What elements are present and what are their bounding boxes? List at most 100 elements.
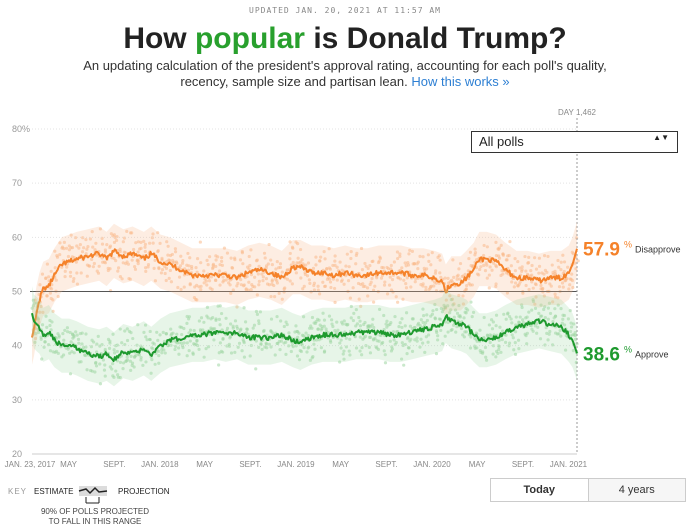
- how-this-works-link[interactable]: How this works »: [411, 74, 510, 89]
- poll-dot: [236, 281, 240, 285]
- x-tick-label: SEPT.: [239, 460, 261, 469]
- poll-dot: [169, 327, 173, 331]
- poll-dot: [468, 346, 473, 350]
- poll-dot: [458, 261, 463, 266]
- poll-dot: [214, 278, 218, 283]
- poll-dot: [55, 255, 60, 259]
- poll-dot: [57, 335, 61, 339]
- poll-dot: [373, 284, 377, 288]
- poll-dot: [485, 263, 489, 267]
- poll-dot: [509, 317, 513, 321]
- poll-dot: [41, 310, 45, 314]
- poll-dot: [367, 345, 371, 349]
- poll-filter-dropdown[interactable]: All polls ▲▼: [471, 131, 678, 153]
- poll-dot: [382, 283, 387, 287]
- poll-dot: [146, 262, 151, 267]
- poll-dot: [38, 283, 42, 287]
- poll-dot: [521, 321, 525, 325]
- poll-dot: [129, 354, 133, 358]
- poll-dot: [501, 272, 505, 276]
- poll-dot: [342, 357, 346, 361]
- poll-dot: [327, 247, 331, 251]
- poll-dot: [229, 322, 233, 326]
- poll-dot: [297, 358, 302, 362]
- poll-dot: [321, 311, 325, 315]
- poll-dot: [534, 267, 539, 271]
- poll-dot: [54, 278, 58, 282]
- poll-dot: [177, 352, 181, 356]
- poll-dot: [249, 273, 254, 277]
- poll-dot: [342, 349, 346, 353]
- poll-dot: [364, 264, 368, 268]
- poll-dot: [316, 284, 320, 288]
- poll-dot: [368, 335, 373, 340]
- subtitle: An updating calculation of the president…: [60, 58, 630, 90]
- poll-dot: [188, 339, 192, 343]
- poll-dot: [110, 367, 114, 371]
- poll-dot: [510, 333, 514, 337]
- four-years-button[interactable]: 4 years: [588, 478, 686, 502]
- poll-dot: [114, 258, 118, 263]
- poll-dot: [273, 277, 278, 281]
- poll-dot: [385, 319, 389, 323]
- poll-dot: [366, 266, 370, 271]
- poll-dot: [424, 321, 428, 325]
- poll-dot: [217, 363, 221, 367]
- poll-dot: [313, 347, 317, 351]
- poll-dot: [525, 331, 529, 335]
- poll-dot: [381, 266, 386, 270]
- poll-dot: [90, 229, 94, 234]
- poll-dot: [446, 276, 450, 280]
- poll-dot: [377, 259, 381, 263]
- poll-dot: [498, 325, 502, 329]
- poll-dot: [404, 282, 408, 286]
- poll-dot: [85, 247, 89, 251]
- poll-dot: [94, 364, 99, 368]
- x-tick-label: JAN. 2018: [141, 460, 179, 469]
- poll-dot: [50, 320, 54, 324]
- poll-dot: [247, 280, 251, 284]
- poll-dot: [383, 280, 387, 284]
- poll-dot: [263, 256, 267, 260]
- poll-dot: [275, 314, 279, 319]
- poll-dot: [305, 350, 309, 354]
- poll-dot: [489, 334, 493, 338]
- poll-dot: [338, 260, 342, 264]
- poll-dot: [143, 249, 147, 254]
- poll-dot: [197, 347, 201, 351]
- poll-dot: [264, 341, 268, 345]
- poll-dot: [118, 327, 122, 331]
- poll-dot: [448, 311, 452, 315]
- poll-dot: [186, 268, 191, 272]
- poll-dot: [132, 247, 136, 252]
- poll-dot: [334, 331, 338, 335]
- poll-dot: [316, 288, 320, 292]
- poll-dot: [185, 321, 189, 325]
- poll-dot: [402, 363, 406, 367]
- poll-dot: [433, 316, 437, 320]
- poll-dot: [264, 277, 269, 281]
- poll-dot: [159, 271, 164, 275]
- poll-dot: [437, 254, 441, 258]
- poll-dot: [396, 256, 400, 261]
- poll-dot: [339, 338, 343, 342]
- poll-dot: [351, 318, 355, 323]
- poll-dot: [483, 269, 488, 273]
- poll-dot: [32, 301, 37, 305]
- today-button[interactable]: Today: [490, 478, 589, 502]
- poll-dot: [257, 321, 261, 326]
- poll-dot: [436, 334, 440, 338]
- poll-dot: [570, 272, 574, 276]
- poll-dot: [137, 353, 141, 357]
- poll-dot: [158, 333, 162, 337]
- poll-dot: [74, 260, 78, 264]
- poll-dot: [290, 245, 295, 249]
- poll-dot: [464, 330, 468, 334]
- poll-dot: [163, 351, 167, 355]
- poll-dot: [383, 361, 388, 365]
- poll-dot: [253, 275, 257, 279]
- x-tick-label: MAY: [469, 460, 486, 469]
- poll-dot: [438, 258, 442, 262]
- poll-dot: [366, 294, 370, 298]
- poll-dot: [241, 262, 245, 266]
